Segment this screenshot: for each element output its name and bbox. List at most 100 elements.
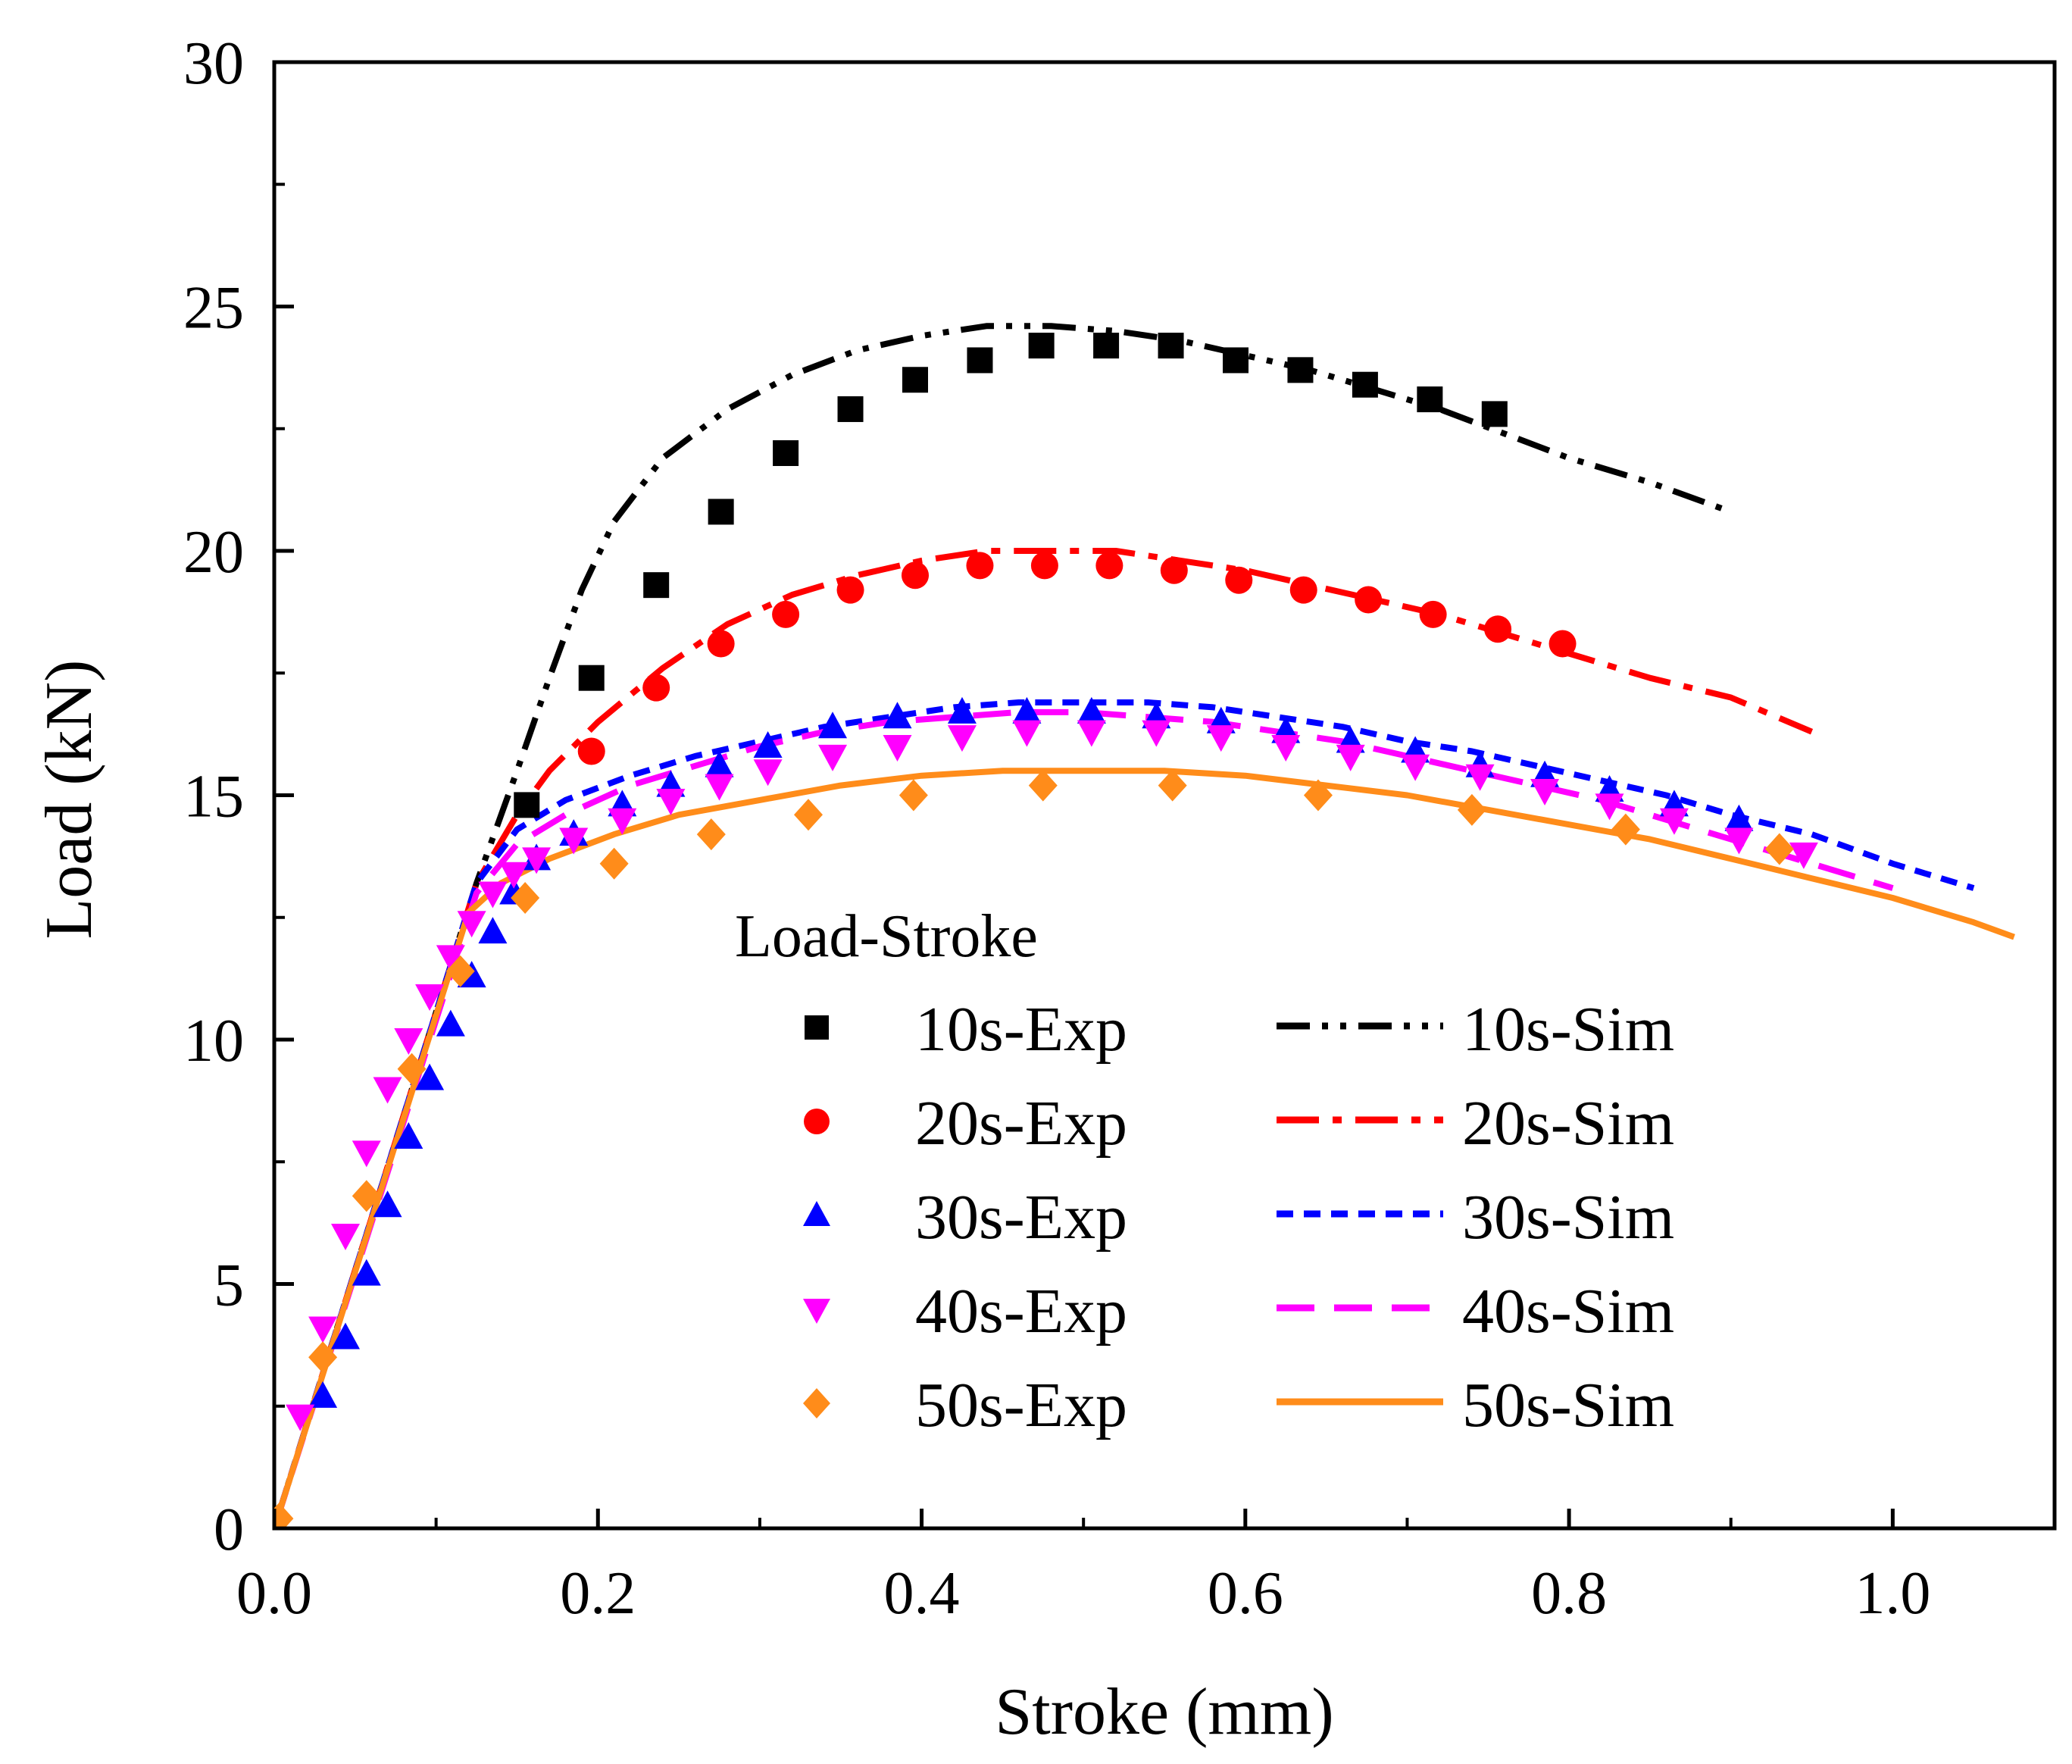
data-point-10s-exp <box>708 499 734 525</box>
data-point-30s-exp <box>1724 804 1754 831</box>
legend-label-50s-exp: 50s-Exp <box>915 1370 1127 1440</box>
series-group <box>274 323 2015 1528</box>
legend-marker-20s-exp <box>804 1109 830 1134</box>
y-tick-label: 25 <box>183 275 244 342</box>
data-point-10s-exp <box>1028 333 1055 359</box>
data-point-50s-exp <box>1158 769 1187 802</box>
series-10s-exp <box>514 333 1508 818</box>
data-point-10s-exp <box>773 440 799 466</box>
y-tick-label: 0 <box>214 1497 244 1563</box>
data-point-50s-exp <box>1303 779 1333 812</box>
data-point-20s-exp <box>1160 556 1188 584</box>
data-point-10s-exp <box>1417 386 1443 413</box>
series-line-20s-sim <box>274 548 1814 1528</box>
data-point-40s-exp <box>753 759 783 787</box>
data-point-20s-exp <box>1549 630 1577 658</box>
legend-item-20s-exp: 20s-Exp <box>804 1088 1127 1159</box>
x-tick-label: 0.2 <box>560 1560 636 1627</box>
data-point-30s-exp <box>705 750 734 777</box>
data-point-40s-exp <box>1724 827 1754 855</box>
data-point-40s-exp <box>947 725 977 752</box>
data-point-40s-exp <box>457 911 486 938</box>
data-point-40s-exp <box>373 1077 402 1104</box>
data-point-20s-exp <box>1095 552 1124 580</box>
data-point-20s-exp <box>1289 576 1317 604</box>
data-point-10s-exp <box>1481 401 1508 427</box>
data-point-30s-exp <box>1077 696 1106 724</box>
series-20s-sim <box>274 548 1814 1528</box>
legend-label-10s-exp: 10s-Exp <box>915 994 1127 1065</box>
data-point-40s-exp <box>705 774 734 801</box>
data-point-30s-exp <box>1012 696 1042 724</box>
x-tick-label: 0.0 <box>236 1560 312 1627</box>
data-point-50s-exp <box>898 779 928 812</box>
data-point-30s-exp <box>883 702 912 729</box>
data-point-40s-exp <box>1401 754 1430 781</box>
series-20s-exp <box>577 552 1577 765</box>
data-point-30s-exp <box>373 1190 402 1218</box>
data-point-40s-exp <box>478 881 508 909</box>
data-point-20s-exp <box>1419 600 1447 628</box>
legend-item-40s-exp: 40s-Exp <box>803 1276 1127 1346</box>
legend-label-10s-sim: 10s-Sim <box>1462 994 1674 1065</box>
series-line-10s-sim <box>274 323 1733 1528</box>
data-point-40s-exp <box>415 984 445 1011</box>
data-point-50s-exp <box>511 881 540 914</box>
data-point-10s-exp <box>967 347 993 374</box>
legend-item-50s-sim: 50s-Sim <box>1277 1370 1674 1440</box>
data-point-40s-exp <box>308 1316 338 1343</box>
data-point-20s-exp <box>836 576 864 604</box>
data-point-10s-exp <box>902 367 928 393</box>
series-line-30s-sim <box>274 699 1975 1528</box>
series-50s-exp <box>274 769 1794 1528</box>
data-point-50s-exp <box>274 1503 294 1528</box>
data-point-50s-exp <box>599 847 629 880</box>
data-point-50s-exp <box>445 955 475 987</box>
data-point-40s-exp <box>1595 793 1624 821</box>
x-tick-label: 0.6 <box>1208 1560 1283 1627</box>
series-50s-sim <box>274 768 2015 1528</box>
data-point-50s-exp <box>794 799 823 831</box>
legend-marker-50s-exp <box>803 1388 830 1418</box>
data-point-10s-exp <box>1093 333 1120 359</box>
data-point-50s-exp <box>696 818 726 851</box>
data-point-50s-exp <box>352 1180 381 1212</box>
data-point-40s-exp <box>522 847 552 874</box>
x-axis-label: Stroke (mm) <box>995 1675 1333 1749</box>
data-point-40s-exp <box>1142 720 1171 747</box>
data-point-20s-exp <box>1355 586 1383 614</box>
data-point-30s-exp <box>947 696 977 724</box>
data-point-20s-exp <box>1030 552 1058 580</box>
data-point-40s-exp <box>331 1224 360 1250</box>
data-point-30s-exp <box>352 1259 381 1286</box>
data-point-50s-exp <box>1611 813 1640 846</box>
data-point-40s-exp <box>559 827 589 855</box>
data-point-20s-exp <box>772 600 800 628</box>
data-point-40s-exp <box>499 862 529 889</box>
y-axis-label: Load (kN) <box>33 660 106 940</box>
data-point-30s-exp <box>818 712 848 739</box>
legend-item-50s-exp: 50s-Exp <box>803 1370 1127 1440</box>
x-tick-label: 0.8 <box>1531 1560 1607 1627</box>
y-tick-label: 30 <box>183 30 244 97</box>
data-point-10s-exp <box>643 572 670 599</box>
data-point-10s-exp <box>1287 357 1314 383</box>
data-point-30s-exp <box>753 731 783 758</box>
series-line-50s-sim <box>274 768 2015 1528</box>
ticks: 0.0 0.2 0.4 0.6 0.8 1.0 0 5 10 15 20 25 30 <box>183 30 2056 1627</box>
data-point-50s-exp <box>1764 833 1794 865</box>
legend-label-40s-sim: 40s-Sim <box>1462 1276 1674 1346</box>
legend-label-40s-exp: 40s-Exp <box>915 1276 1127 1346</box>
legend-item-40s-sim: 40s-Sim <box>1277 1276 1674 1346</box>
y-tick-label: 10 <box>183 1008 244 1074</box>
data-point-40s-exp <box>608 808 637 835</box>
data-point-20s-exp <box>1484 615 1512 643</box>
data-point-10s-exp <box>1158 333 1184 359</box>
data-point-20s-exp <box>707 630 735 658</box>
data-point-40s-exp <box>1077 720 1106 747</box>
data-point-40s-exp <box>352 1140 381 1168</box>
data-point-20s-exp <box>1225 566 1253 594</box>
data-point-40s-exp <box>436 945 465 972</box>
series-10s-sim <box>274 323 1733 1528</box>
